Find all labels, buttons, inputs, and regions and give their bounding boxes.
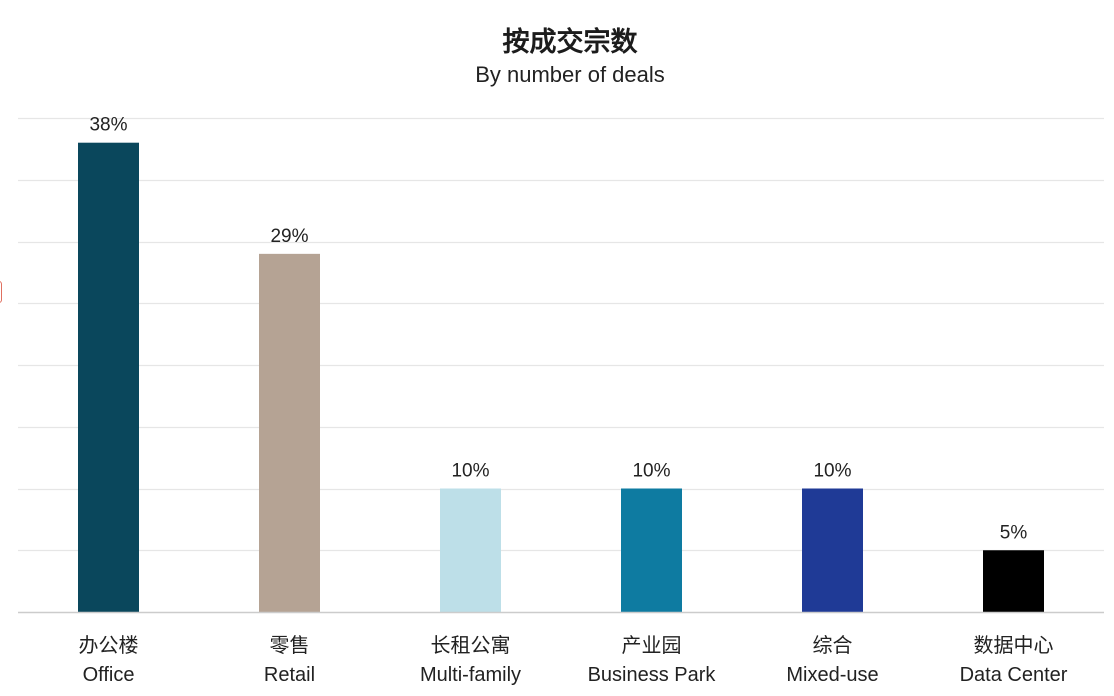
- bar-retail: [259, 253, 320, 612]
- gridlines: [18, 117, 1104, 552]
- data-label: 10%: [813, 461, 851, 482]
- x-tick-label-en: Multi-family: [420, 664, 521, 686]
- x-tick-label-zh: 数据中心: [974, 634, 1054, 657]
- data-label: 29%: [270, 226, 308, 247]
- data-label: 38%: [89, 115, 127, 136]
- x-tick-label-zh: 零售: [270, 634, 310, 657]
- data-label: 10%: [451, 461, 489, 482]
- x-tick-label-zh: 办公楼: [79, 634, 139, 657]
- x-tick-label-en: Office: [83, 664, 135, 686]
- bar-office: [78, 142, 139, 612]
- chart-title: 按成交宗数: [502, 27, 638, 58]
- data-label: 10%: [632, 461, 670, 482]
- bar-business-park: [621, 488, 682, 612]
- x-tick-label-en: Retail: [264, 664, 315, 686]
- x-tick-label-zh: 产业园: [622, 634, 682, 657]
- x-tick-label-en: Data Center: [960, 664, 1068, 686]
- bar-multi-family: [440, 488, 501, 612]
- x-tick-label-zh: 综合: [813, 634, 853, 657]
- x-tick-label-zh: 长租公寓: [431, 634, 511, 657]
- x-tick-label-en: Business Park: [588, 664, 717, 686]
- data-label: 5%: [1000, 522, 1028, 543]
- bars: [78, 142, 1044, 612]
- title-block: 按成交宗数 By number of deals: [0, 26, 1114, 90]
- x-tick-label-en: Mixed-use: [786, 664, 878, 686]
- x-tick-labels: 办公楼 Office 零售 Retail 长租公寓 Multi-family 产业园 Busi…: [79, 634, 1068, 686]
- data-labels: 38% 29% 10% 10% 10% 5%: [89, 115, 1027, 544]
- bar-mixed-use: [802, 488, 863, 612]
- chart-subtitle: By number of deals: [475, 62, 665, 87]
- bar-data-center: [983, 550, 1044, 612]
